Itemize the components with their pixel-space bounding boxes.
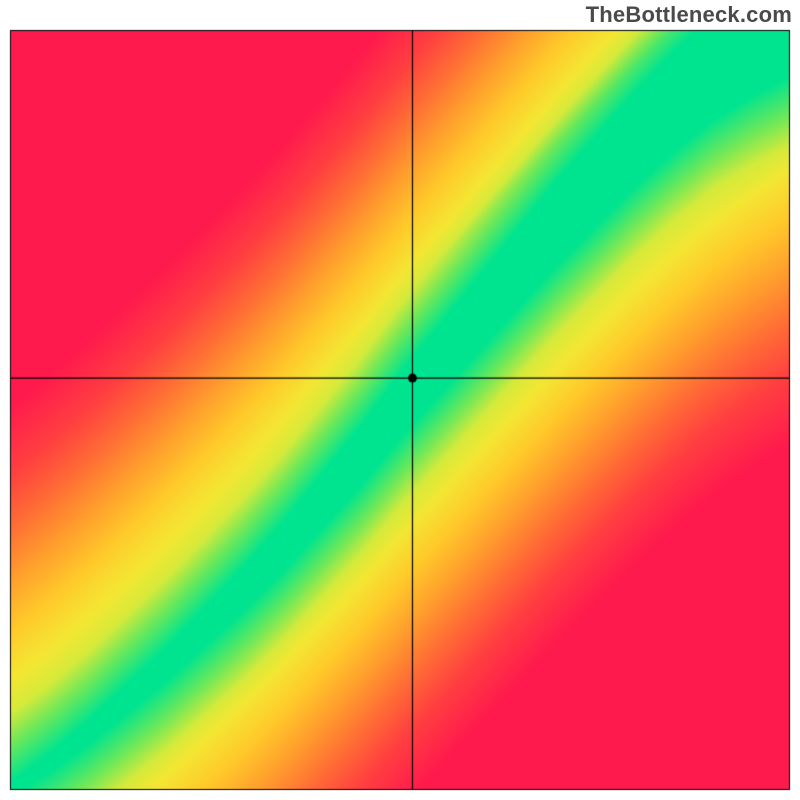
chart-container: TheBottleneck.com <box>0 0 800 800</box>
watermark-text: TheBottleneck.com <box>586 2 792 28</box>
bottleneck-heatmap-canvas <box>0 0 800 800</box>
